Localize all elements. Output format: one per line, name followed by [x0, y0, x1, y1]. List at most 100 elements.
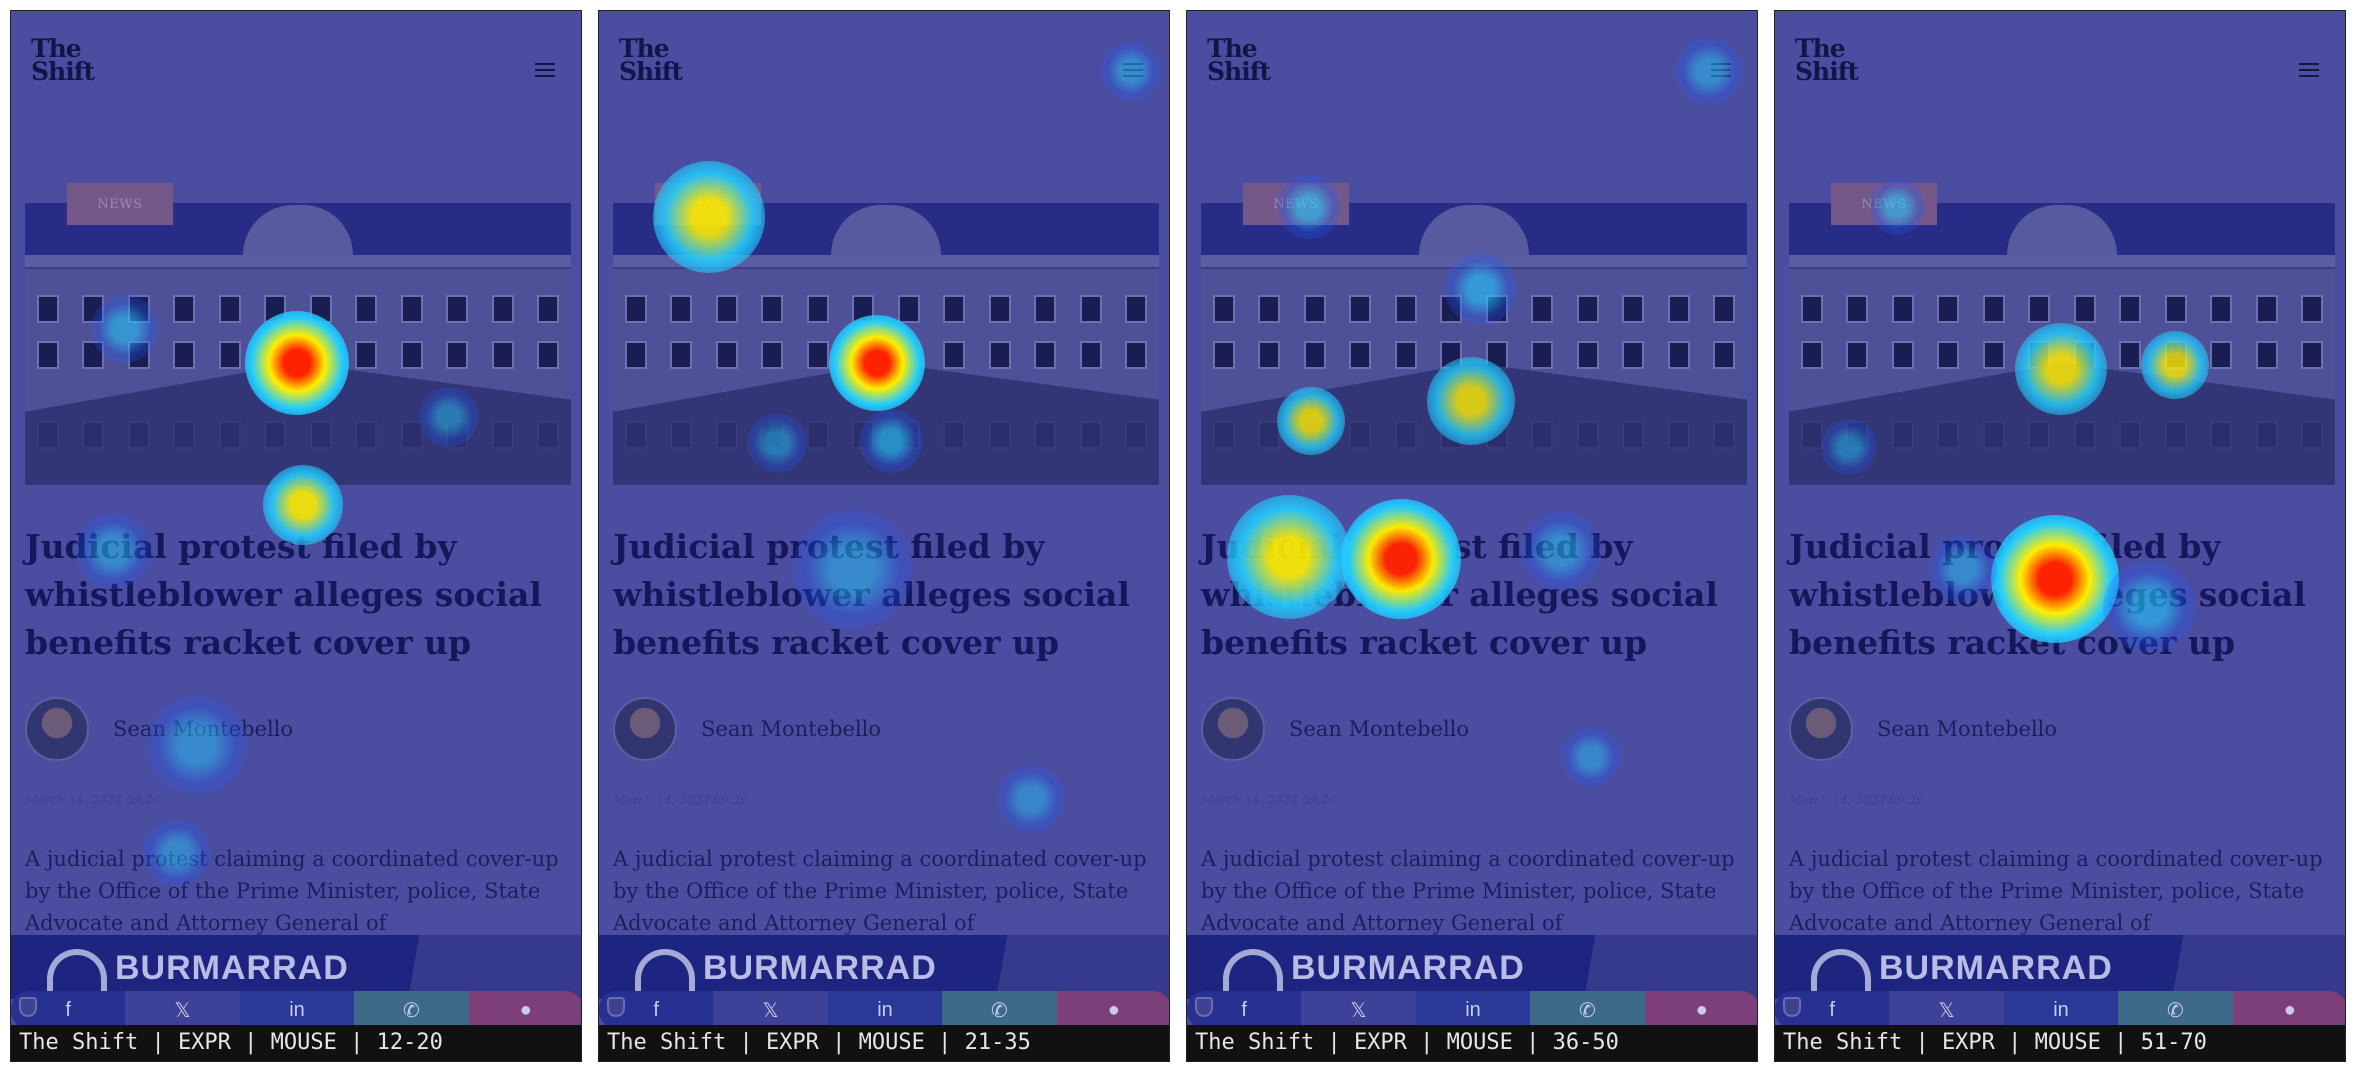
publish-date: March 14, 2024 09:26: [25, 793, 161, 807]
linkedin-icon: in: [2053, 998, 2069, 1021]
x-icon: 𝕏: [1938, 999, 1955, 1022]
share-reddit-button[interactable]: ●: [2232, 991, 2345, 1029]
share-reddit-button[interactable]: ●: [1644, 991, 1757, 1029]
share-x-button[interactable]: 𝕏: [1889, 991, 2004, 1029]
author-name[interactable]: Sean Montebello: [701, 717, 882, 741]
category-badge[interactable]: NEWS: [1831, 183, 1937, 225]
share-whatsapp-button[interactable]: ✆: [354, 991, 469, 1029]
site-logo[interactable]: The Shift: [1207, 34, 1271, 86]
publish-date: March 14, 2024 09:26: [613, 793, 749, 807]
share-whatsapp-button[interactable]: ✆: [942, 991, 1057, 1029]
logo-line-1: The: [619, 34, 670, 63]
author-avatar[interactable]: [25, 697, 89, 761]
ad-logo-icon: [1811, 949, 1871, 993]
ad-banner[interactable]: BURMARRAD: [599, 935, 1169, 999]
article-headline[interactable]: Judicial protest filed by whistleblower …: [1201, 527, 1718, 662]
x-icon: 𝕏: [762, 999, 779, 1022]
ad-text: BURMARRAD: [115, 949, 349, 987]
ad-banner[interactable]: BURMARRAD: [1775, 935, 2345, 999]
author-name[interactable]: Sean Montebello: [113, 717, 294, 741]
share-bar: f 𝕏 in ✆ ●: [11, 991, 581, 1029]
article-excerpt: A judicial protest claiming a coordinate…: [1789, 847, 2323, 935]
reddit-icon: ●: [1107, 998, 1120, 1021]
shield-icon[interactable]: [19, 997, 37, 1017]
ad-banner[interactable]: BURMARRAD: [11, 935, 581, 999]
logo-line-2: Shift: [619, 57, 683, 86]
article-excerpt: A judicial protest claiming a coordinate…: [1201, 847, 1735, 935]
author-avatar[interactable]: [1789, 697, 1853, 761]
shield-icon[interactable]: [607, 997, 625, 1017]
facebook-icon: f: [1241, 998, 1247, 1021]
hamburger-menu-icon[interactable]: [1711, 63, 1731, 77]
heat-spot: [997, 765, 1065, 833]
reddit-icon: ●: [2283, 998, 2296, 1021]
share-bar: f 𝕏 in ✆ ●: [599, 991, 1169, 1029]
author-name[interactable]: Sean Montebello: [1289, 717, 1470, 741]
share-linkedin-button[interactable]: in: [1415, 991, 1531, 1029]
logo-line-1: The: [31, 34, 82, 63]
heatmap-panel-2: The Shift NEWS Judicial protest filed by…: [598, 10, 1170, 1062]
reddit-icon: ●: [1695, 998, 1708, 1021]
heat-spot: [1675, 37, 1743, 105]
article-excerpt: A judicial protest claiming a coordinate…: [25, 847, 559, 935]
panel-caption: The Shift | EXPR | MOUSE | 21-35: [599, 1025, 1169, 1061]
logo-line-2: Shift: [1207, 57, 1271, 86]
category-badge[interactable]: NEWS: [655, 183, 761, 225]
ad-logo-icon: [47, 949, 107, 993]
whatsapp-icon: ✆: [2167, 999, 2184, 1022]
heatmap-panel-3: The Shift NEWS Judicial protest filed by…: [1186, 10, 1758, 1062]
panel-caption: The Shift | EXPR | MOUSE | 12-20: [11, 1025, 581, 1061]
linkedin-icon: in: [877, 998, 893, 1021]
article-headline[interactable]: Judicial protest filed by whistleblower …: [613, 527, 1130, 662]
author-name[interactable]: Sean Montebello: [1877, 717, 2058, 741]
article-headline[interactable]: Judicial protest filed by whistleblower …: [25, 527, 542, 662]
share-linkedin-button[interactable]: in: [2003, 991, 2119, 1029]
hamburger-menu-icon[interactable]: [535, 63, 555, 77]
heat-spot: [147, 695, 247, 795]
share-bar: f 𝕏 in ✆ ●: [1775, 991, 2345, 1029]
article-headline[interactable]: Judicial protest filed by whistleblower …: [1789, 527, 2306, 662]
share-x-button[interactable]: 𝕏: [125, 991, 240, 1029]
ad-text: BURMARRAD: [703, 949, 937, 987]
share-reddit-button[interactable]: ●: [468, 991, 581, 1029]
hero-image: [1789, 203, 2335, 485]
category-badge[interactable]: NEWS: [1243, 183, 1349, 225]
linkedin-icon: in: [1465, 998, 1481, 1021]
share-x-button[interactable]: 𝕏: [1301, 991, 1416, 1029]
x-icon: 𝕏: [1350, 999, 1367, 1022]
site-logo[interactable]: The Shift: [31, 34, 95, 86]
site-logo[interactable]: The Shift: [619, 34, 683, 86]
share-whatsapp-button[interactable]: ✆: [2118, 991, 2233, 1029]
share-linkedin-button[interactable]: in: [239, 991, 355, 1029]
logo-line-2: Shift: [1795, 57, 1859, 86]
shield-icon[interactable]: [1195, 997, 1213, 1017]
share-x-button[interactable]: 𝕏: [713, 991, 828, 1029]
share-bar: f 𝕏 in ✆ ●: [1187, 991, 1757, 1029]
share-whatsapp-button[interactable]: ✆: [1530, 991, 1645, 1029]
logo-line-2: Shift: [31, 57, 95, 86]
panel-caption: The Shift | EXPR | MOUSE | 36-50: [1187, 1025, 1757, 1061]
hero-image: [1201, 203, 1747, 485]
x-icon: 𝕏: [174, 999, 191, 1022]
article-excerpt: A judicial protest claiming a coordinate…: [613, 847, 1147, 935]
share-linkedin-button[interactable]: in: [827, 991, 943, 1029]
hamburger-menu-icon[interactable]: [2299, 63, 2319, 77]
logo-line-1: The: [1207, 34, 1258, 63]
site-logo[interactable]: The Shift: [1795, 34, 1859, 86]
ad-banner[interactable]: BURMARRAD: [1187, 935, 1757, 999]
whatsapp-icon: ✆: [1579, 999, 1596, 1022]
whatsapp-icon: ✆: [403, 999, 420, 1022]
publish-date: March 14, 2024 09:26: [1201, 793, 1337, 807]
shield-icon[interactable]: [1783, 997, 1801, 1017]
category-badge[interactable]: NEWS: [67, 183, 173, 225]
hamburger-menu-icon[interactable]: [1123, 63, 1143, 77]
author-avatar[interactable]: [613, 697, 677, 761]
logo-line-1: The: [1795, 34, 1846, 63]
facebook-icon: f: [1829, 998, 1835, 1021]
reddit-icon: ●: [519, 998, 532, 1021]
facebook-icon: f: [653, 998, 659, 1021]
share-reddit-button[interactable]: ●: [1056, 991, 1169, 1029]
author-avatar[interactable]: [1201, 697, 1265, 761]
heatmap-panel-1: The Shift NEWS Judicial protest filed by…: [10, 10, 582, 1062]
heat-spot: [1561, 727, 1621, 787]
